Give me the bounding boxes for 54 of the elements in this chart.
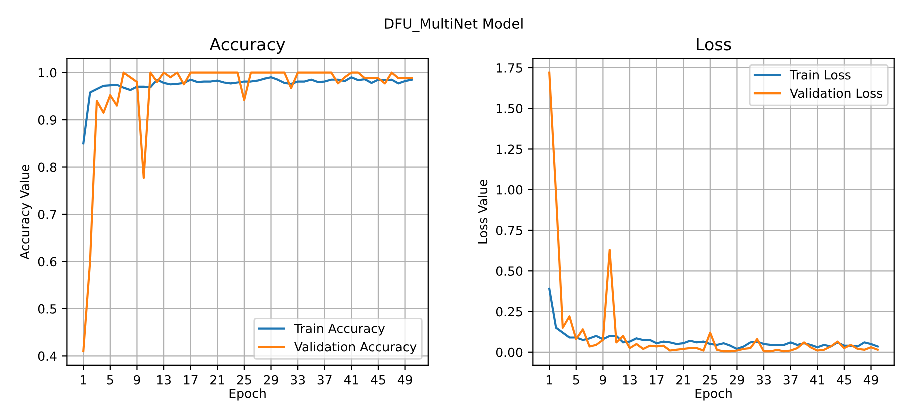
y-tick-label: 0.8 (38, 162, 57, 172)
x-tick-label: 33 (291, 375, 306, 385)
y-tick-label: 0.9 (38, 116, 57, 125)
x-tick-label: 41 (344, 376, 358, 385)
y-tick-label: 1.50 (496, 104, 523, 114)
x-tick-label: 25 (237, 375, 252, 385)
y-tick-label: 1.0 (38, 68, 57, 78)
x-tick-label: 1 (81, 376, 86, 385)
x-tick-label: 45 (837, 376, 852, 385)
y-tick-label: 1.00 (496, 185, 523, 195)
y-tick-label: 0.75 (496, 226, 522, 236)
chart-title: Accuracy (210, 38, 286, 54)
x-tick-label: 29 (264, 375, 278, 385)
x-tick-label: 45 (371, 376, 386, 385)
line-series (548, 288, 880, 350)
y-tick-label: 0.4 (38, 352, 57, 362)
legend-label: Train Accuracy (294, 324, 386, 336)
x-tick-label: 5 (573, 376, 580, 385)
legend-label: Validation Loss (790, 88, 883, 98)
x-axis-title: Epoch (696, 388, 732, 401)
x-tick-label: 41 (810, 376, 824, 385)
x-tick-label: 49 (398, 375, 412, 385)
x-tick-label: 21 (676, 375, 690, 385)
y-tick-label: 0.5 (38, 304, 56, 314)
x-tick-label: 17 (184, 376, 198, 385)
x-tick-label: 1 (546, 376, 552, 385)
y-tick-label: 0.6 (38, 257, 57, 267)
chart-title: Loss (697, 38, 732, 51)
x-tick-label: 9 (134, 375, 140, 385)
x-tick-label: 37 (318, 375, 332, 385)
x-tick-label: 17 (650, 376, 664, 385)
y-axis-title: Loss Value (478, 180, 488, 244)
x-tick-label: 33 (757, 375, 771, 385)
y-tick-label: 0.50 (496, 266, 523, 276)
text: DFU_MultiNet Model (385, 18, 523, 32)
x-tick-label: 37 (784, 375, 798, 385)
line-series (82, 76, 414, 145)
x-tick-label: 49 (864, 375, 878, 385)
y-tick-label: 0.7 (38, 210, 56, 220)
y-tick-label: 1.75 (496, 64, 522, 73)
x-tick-label: 25 (703, 375, 718, 385)
x-tick-label: 13 (623, 375, 637, 385)
y-tick-label: 1.25 (496, 144, 522, 154)
x-tick-label: 9 (600, 375, 606, 385)
y-tick-label: 0.25 (496, 307, 522, 317)
x-tick-label: 13 (157, 375, 171, 385)
y-tick-label: 0.00 (496, 348, 523, 358)
legend-label: Train Loss (790, 70, 851, 80)
x-axis-title: Epoch (230, 388, 266, 401)
x-tick-label: 5 (107, 376, 114, 385)
x-tick-label: 29 (730, 375, 744, 385)
y-axis-title: Accuracy Value (20, 165, 32, 260)
legend-label: Validation Accuracy (294, 342, 417, 354)
x-tick-label: 21 (210, 375, 224, 385)
